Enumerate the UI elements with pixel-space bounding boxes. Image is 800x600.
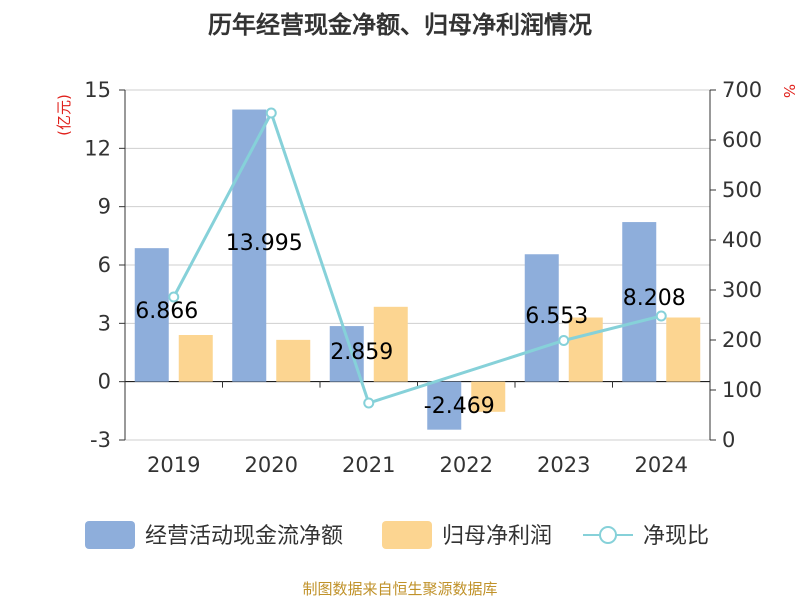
category-labels: 2019 2020 2021 2022 2023 2024 — [147, 453, 688, 477]
bar-net-profit — [373, 306, 408, 382]
legend-label-ratio: 净现比 — [643, 524, 709, 549]
right-tick-label: 100 — [722, 378, 762, 402]
ratio-point — [168, 291, 180, 303]
left-axis-ticks: 15 12 9 6 3 0 -3 — [84, 78, 125, 452]
left-tick-label: 9 — [98, 195, 111, 219]
left-tick-label: 12 — [84, 136, 111, 160]
left-tick-label: 6 — [98, 253, 111, 277]
data-label: -2.469 — [424, 394, 495, 419]
left-tick-label: 3 — [98, 311, 111, 335]
ratio-point — [265, 107, 277, 119]
right-tick-label: 500 — [722, 178, 762, 202]
data-label: 6.866 — [135, 299, 198, 324]
right-axis-unit: % — [780, 84, 798, 98]
bar-cash-flow — [622, 222, 657, 382]
legend: 经营活动现金流净额 归母净利润 净现比 — [85, 521, 709, 549]
bar-cash-flow — [134, 248, 169, 382]
data-label: 2.859 — [330, 340, 393, 365]
category-label: 2021 — [342, 453, 395, 477]
data-label: 6.553 — [525, 304, 588, 329]
chart-title: 历年经营现金净额、归母净利润情况 — [208, 11, 592, 39]
data-label: 8.208 — [623, 286, 686, 311]
right-tick-label: 700 — [722, 78, 762, 102]
left-tick-label: -3 — [90, 428, 111, 452]
source-note: 制图数据来自恒生聚源数据库 — [302, 580, 497, 598]
ratio-point — [363, 397, 375, 409]
bar-net-profit — [471, 381, 506, 412]
bar-net-profit — [568, 317, 603, 382]
legend-swatch-net-profit — [382, 521, 432, 549]
bars — [134, 109, 701, 430]
bar-cash-flow — [524, 254, 559, 382]
right-tick-label: 600 — [722, 128, 762, 152]
right-tick-label: 300 — [722, 278, 762, 302]
ratio-point — [655, 310, 667, 322]
left-tick-label: 0 — [98, 370, 111, 394]
right-axis-ticks: 700 600 500 400 300 200 100 0 — [710, 78, 762, 452]
category-label: 2019 — [147, 453, 200, 477]
category-label: 2023 — [537, 453, 590, 477]
left-tick-label: 15 — [84, 78, 111, 102]
left-axis-unit: (亿元) — [55, 94, 73, 136]
legend-label-cash-flow: 经营活动现金流净额 — [145, 524, 343, 549]
legend-label-net-profit: 归母净利润 — [442, 524, 552, 549]
right-tick-label: 0 — [722, 428, 735, 452]
axes — [124, 90, 711, 440]
ratio-line — [168, 107, 667, 409]
data-labels: 6.866 13.995 2.859 -2.469 6.553 8.208 — [135, 231, 685, 419]
bar-cash-flow — [427, 381, 462, 430]
data-label: 13.995 — [226, 231, 303, 256]
category-label: 2020 — [245, 453, 298, 477]
category-label: 2024 — [635, 453, 688, 477]
bar-net-profit — [178, 335, 213, 382]
ratio-point — [558, 335, 570, 346]
bar-net-profit — [666, 317, 701, 382]
right-tick-label: 400 — [722, 228, 762, 252]
legend-swatch-cash-flow — [85, 521, 135, 549]
right-tick-label: 200 — [722, 328, 762, 352]
bar-net-profit — [276, 339, 311, 382]
category-label: 2022 — [440, 453, 493, 477]
legend-marker-ratio — [599, 526, 617, 544]
